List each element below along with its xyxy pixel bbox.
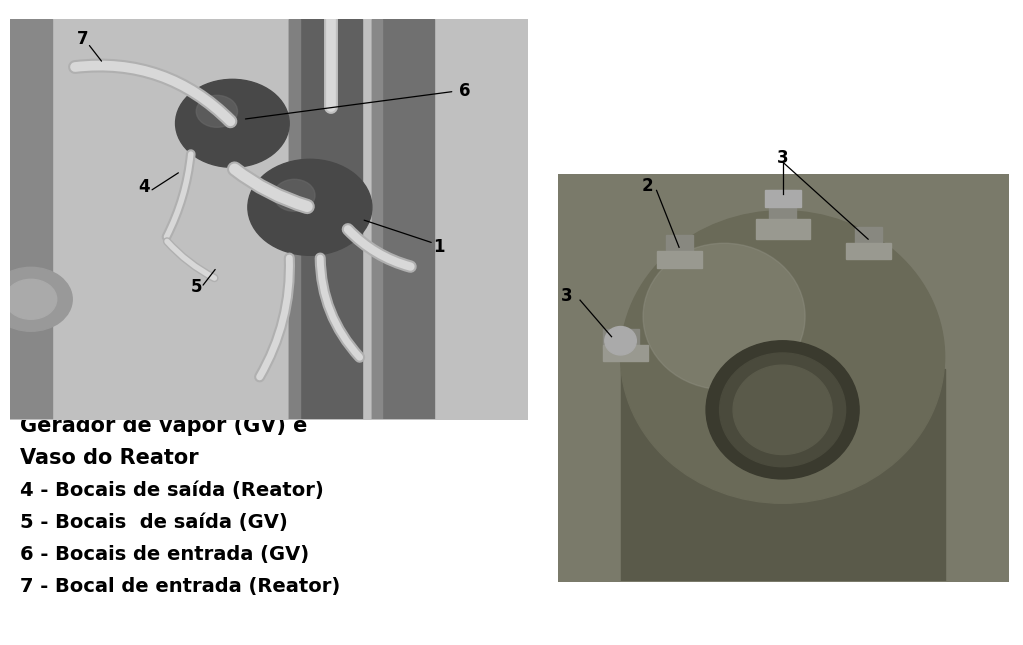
Text: 1 - Bocais da linha de pressão: 1 - Bocais da linha de pressão <box>578 461 906 480</box>
FancyArrowPatch shape <box>167 241 215 278</box>
FancyArrowPatch shape <box>234 169 307 206</box>
Text: 3: 3 <box>561 287 572 305</box>
Bar <box>756 219 809 239</box>
Bar <box>10 19 51 419</box>
Text: 1: 1 <box>434 238 445 256</box>
Bar <box>621 369 944 580</box>
Text: Pressurizador:: Pressurizador: <box>578 416 750 436</box>
Circle shape <box>621 211 944 503</box>
Bar <box>603 345 648 361</box>
Bar <box>846 243 891 259</box>
Text: 3: 3 <box>776 149 789 167</box>
FancyArrowPatch shape <box>348 230 410 266</box>
Text: 5: 5 <box>190 278 202 296</box>
Text: 7: 7 <box>77 30 88 48</box>
Bar <box>769 190 796 223</box>
Circle shape <box>0 267 73 332</box>
Text: Gerador de vapor (GV) e: Gerador de vapor (GV) e <box>20 416 308 436</box>
Circle shape <box>719 353 846 467</box>
Bar <box>657 252 702 268</box>
FancyArrowPatch shape <box>75 66 230 121</box>
Bar <box>290 19 361 419</box>
Circle shape <box>706 341 859 479</box>
FancyArrowPatch shape <box>348 230 410 266</box>
FancyArrowPatch shape <box>75 66 230 121</box>
FancyArrowPatch shape <box>260 258 290 377</box>
Text: 2 - Bocal de pressurização: 2 - Bocal de pressurização <box>578 493 866 512</box>
Circle shape <box>274 179 315 212</box>
Bar <box>372 19 434 419</box>
FancyArrowPatch shape <box>167 154 190 237</box>
Bar <box>372 19 383 419</box>
Bar <box>666 235 693 255</box>
Circle shape <box>176 79 290 167</box>
FancyArrowPatch shape <box>234 169 307 206</box>
Text: Vaso do Reator: Vaso do Reator <box>20 448 199 468</box>
FancyArrowPatch shape <box>167 154 190 237</box>
Circle shape <box>5 279 56 319</box>
Text: 5 - Bocais  de saída (GV): 5 - Bocais de saída (GV) <box>20 513 288 531</box>
Circle shape <box>643 243 805 390</box>
Text: 4: 4 <box>139 178 150 196</box>
FancyArrowPatch shape <box>320 258 360 357</box>
Circle shape <box>248 159 372 255</box>
FancyArrowPatch shape <box>260 258 290 377</box>
Bar <box>764 190 801 206</box>
Text: 3 - Bocal válvula de alívio: 3 - Bocal válvula de alívio <box>578 526 858 544</box>
Text: 6 - Bocais de entrada (GV): 6 - Bocais de entrada (GV) <box>20 545 310 564</box>
Bar <box>290 19 300 419</box>
Text: 4 - Bocais de saída (Reator): 4 - Bocais de saída (Reator) <box>20 481 324 499</box>
Circle shape <box>605 326 636 355</box>
Circle shape <box>733 365 832 455</box>
FancyArrowPatch shape <box>167 241 215 278</box>
Bar <box>603 328 638 349</box>
Circle shape <box>196 95 237 127</box>
Text: 7 - Bocal de entrada (Reator): 7 - Bocal de entrada (Reator) <box>20 577 341 596</box>
Text: 2: 2 <box>641 177 654 195</box>
Bar <box>854 227 882 247</box>
FancyArrowPatch shape <box>320 258 360 357</box>
Text: 6: 6 <box>459 83 471 101</box>
